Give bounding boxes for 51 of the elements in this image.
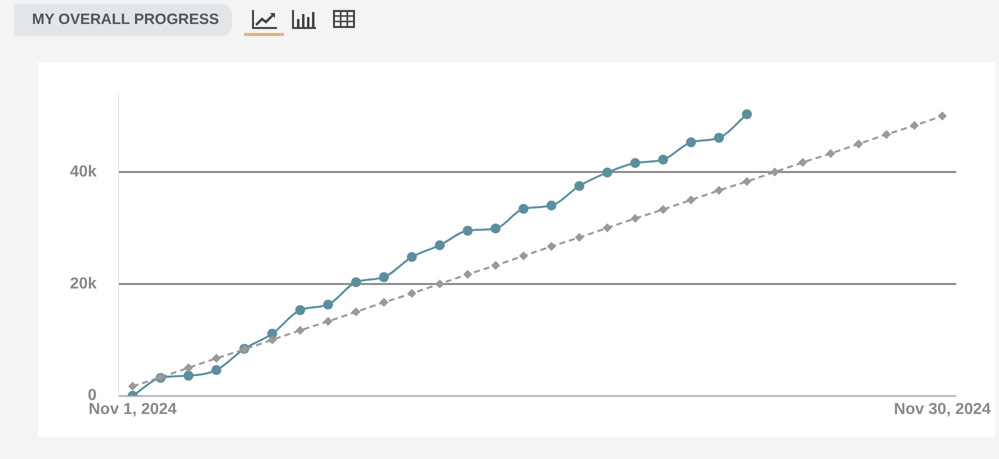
point [379, 298, 388, 307]
point [574, 232, 584, 242]
point [742, 176, 752, 186]
point [630, 214, 640, 223]
point [491, 260, 500, 270]
y-tick-label: 40k [70, 163, 97, 180]
point [882, 130, 891, 139]
point [407, 288, 416, 298]
point [770, 167, 780, 176]
point [910, 121, 919, 130]
point [546, 242, 556, 251]
point [714, 186, 724, 195]
point [128, 382, 138, 391]
point [630, 158, 640, 168]
point [490, 223, 501, 234]
point [462, 226, 473, 236]
point [854, 139, 864, 148]
point [742, 109, 752, 120]
point [518, 204, 529, 214]
point [463, 270, 472, 279]
x-tick-label: Nov 30, 2024 [894, 400, 991, 418]
point [574, 180, 584, 191]
point [658, 204, 668, 214]
point [519, 251, 528, 260]
point [714, 132, 724, 143]
point [183, 370, 194, 381]
point [212, 354, 221, 363]
point [184, 363, 193, 372]
y-tick-label: 20k [70, 275, 97, 292]
point [686, 195, 696, 204]
point [826, 148, 836, 158]
point [324, 316, 333, 326]
point [686, 137, 696, 148]
point [798, 158, 808, 167]
point [546, 200, 556, 211]
point [658, 154, 668, 165]
point [323, 300, 334, 310]
point [295, 305, 306, 316]
chart-title: MY OVERALL PROGRESS [14, 4, 232, 36]
point [434, 240, 445, 250]
point [268, 335, 277, 344]
point [406, 252, 417, 262]
point [435, 279, 444, 288]
point [211, 365, 222, 376]
point [938, 111, 947, 120]
point [378, 272, 389, 282]
point [296, 326, 305, 335]
point [602, 168, 612, 178]
point [351, 277, 362, 288]
point [602, 223, 612, 232]
point [352, 307, 361, 316]
